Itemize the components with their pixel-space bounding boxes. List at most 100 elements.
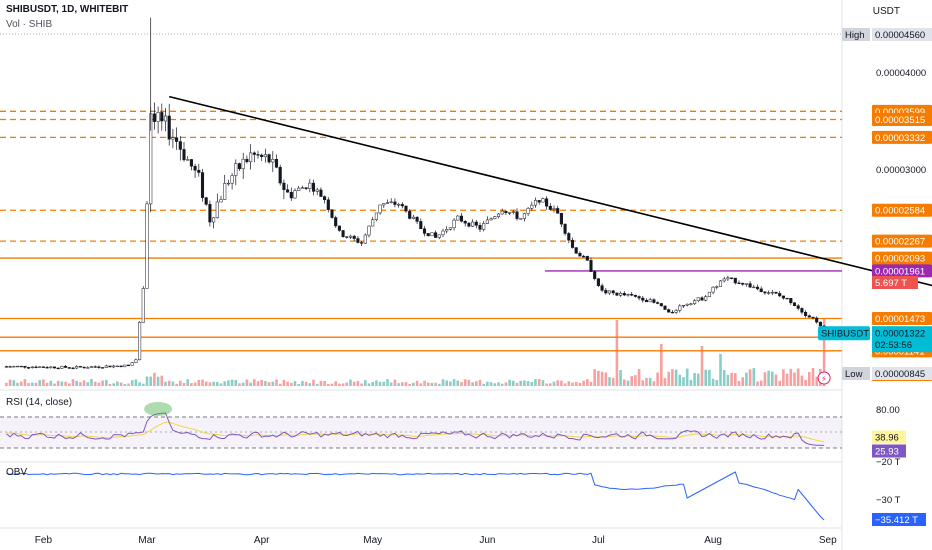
volume-bar [56, 380, 60, 386]
volume-bar [822, 318, 826, 386]
volume-bar [5, 382, 8, 386]
candle-body [467, 222, 471, 227]
candle-body [434, 232, 438, 238]
candle-body [755, 286, 760, 290]
volume-bar [371, 382, 374, 386]
level-tag-6: 0.00001961 [875, 266, 925, 277]
volume-bar [338, 383, 341, 386]
volume-bar [734, 373, 737, 386]
volume-bar [197, 379, 201, 386]
currency-label[interactable]: USDT [872, 6, 900, 17]
y-tick-1: 0.00003000 [876, 165, 926, 176]
volume-bar [293, 381, 297, 386]
rsi-tick-80: 80.00 [876, 405, 900, 416]
candle-body [204, 197, 208, 205]
low-value: 0.00000845 [875, 369, 925, 380]
candle-body [274, 159, 279, 168]
candle-body [670, 311, 674, 314]
volume-bar [308, 383, 312, 386]
candle-body [689, 303, 693, 305]
volume-bar [123, 383, 127, 386]
volume-bar [241, 382, 245, 386]
candle-body [733, 277, 737, 284]
candle-body [419, 221, 423, 230]
volume-bar [8, 379, 12, 386]
candle-body [726, 277, 730, 280]
volume-bar [142, 383, 145, 386]
volume-bar [571, 382, 574, 386]
volume-bar [504, 382, 508, 386]
candle-body [804, 311, 808, 316]
candle-body [596, 278, 600, 286]
volume-bar [408, 383, 411, 386]
volume-bar [64, 381, 67, 386]
candle-body [223, 183, 227, 200]
candle-body [104, 365, 108, 368]
candle-body [97, 366, 101, 368]
volume-bar [467, 379, 471, 386]
candles: ⚡ [4, 17, 831, 385]
candle-body [156, 112, 160, 122]
volume-bar [438, 383, 441, 386]
candle-body [759, 288, 763, 293]
level-tag-1: 0.00003515 [875, 115, 925, 126]
candle-body [619, 293, 623, 296]
level-tag-bg-4 [872, 234, 932, 248]
candle-body [445, 229, 449, 232]
volume-bar [349, 379, 352, 386]
candle-body [471, 221, 475, 227]
volume-bar [249, 382, 252, 386]
candle-body [208, 204, 212, 223]
candle-body [41, 366, 45, 368]
volume-bar [785, 373, 789, 386]
volume-bar [219, 383, 223, 386]
candle-body [237, 163, 242, 170]
x-label-0: Feb [35, 535, 53, 546]
candle-body [408, 210, 412, 219]
candle-body [744, 283, 748, 285]
candle-body [52, 366, 57, 369]
candle-body [382, 203, 386, 206]
obv-tag-bg [872, 513, 926, 526]
level-tag-5: 0.00002093 [875, 254, 925, 265]
volume-bar [722, 370, 726, 386]
x-label-7: Sep [819, 535, 837, 546]
volume-bar [730, 372, 733, 386]
low-tag-label: Low [845, 369, 863, 380]
candle-body [737, 282, 741, 284]
volume-bar [530, 382, 534, 386]
volume-bar [356, 380, 360, 386]
candle-body [278, 167, 282, 184]
volume-bar [574, 382, 578, 386]
candle-body [134, 359, 138, 363]
candle-body [792, 302, 797, 307]
change-tag: 5.697 T [875, 278, 907, 289]
volume-bar [315, 383, 319, 386]
level-tag-7: 0.00001473 [875, 314, 925, 325]
volume-bar [800, 375, 804, 386]
volume-bar [523, 380, 526, 386]
volume-bar [782, 369, 785, 386]
candle-body [704, 296, 708, 301]
x-label-1: Mar [138, 535, 156, 546]
volume-bar [567, 381, 571, 386]
volume-bar [323, 381, 326, 386]
candle-body [8, 366, 12, 368]
candle-body [630, 294, 634, 296]
volume-bar [615, 320, 619, 386]
candle-body [426, 233, 430, 237]
candle-body [371, 219, 375, 227]
candle-body [385, 202, 390, 204]
candle-body [611, 290, 615, 294]
volume-bar [27, 383, 30, 386]
level-tag-bg-6 [872, 264, 932, 278]
candle-body [89, 366, 94, 368]
candle-body [308, 182, 312, 189]
volume-bar [278, 383, 282, 386]
volume-bar [678, 374, 682, 386]
candle-body [323, 196, 327, 201]
candle-body [552, 208, 556, 210]
candle-body [12, 366, 16, 368]
volume-bar [534, 379, 537, 386]
